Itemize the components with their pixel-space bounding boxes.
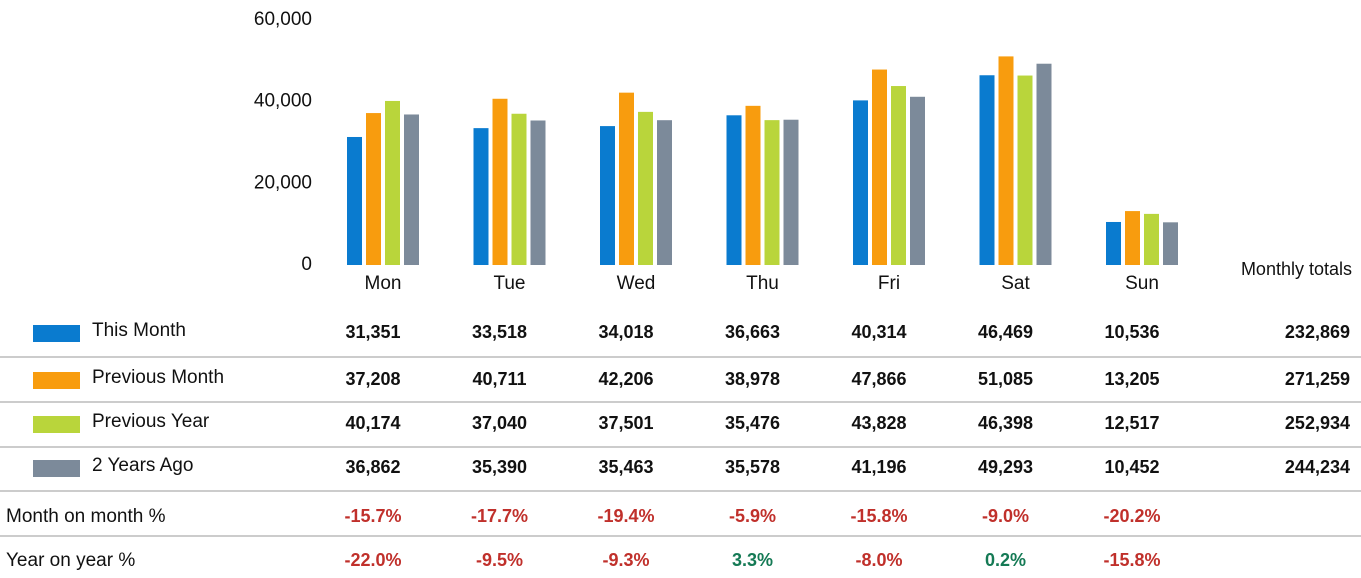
table-value: 34,018	[598, 322, 653, 342]
x-tick-label: Wed	[617, 273, 656, 294]
change-value: -15.7%	[344, 506, 401, 526]
table-value: 10,452	[1104, 457, 1159, 477]
table-value: 46,469	[978, 322, 1033, 342]
table-value: 36,862	[345, 457, 400, 477]
bar	[619, 92, 634, 265]
legend-label: Previous Month	[92, 367, 224, 388]
change-value: -19.4%	[597, 506, 654, 526]
bar	[473, 128, 489, 265]
bar	[657, 120, 672, 265]
legend-swatch	[33, 372, 80, 389]
bar	[1125, 211, 1140, 265]
table-value: 37,208	[345, 369, 400, 389]
table-value: 33,518	[472, 322, 527, 342]
bar	[404, 114, 419, 265]
bar	[872, 69, 887, 265]
table-value: 36,663	[725, 322, 780, 342]
row-total: 232,869	[1285, 322, 1350, 342]
bar	[1144, 213, 1159, 265]
row-total: 252,934	[1285, 413, 1350, 433]
change-value: -9.5%	[476, 550, 523, 570]
bar	[745, 105, 761, 265]
bar	[910, 96, 925, 266]
row-total: 271,259	[1285, 369, 1350, 389]
bar	[366, 113, 381, 265]
table-value: 35,476	[725, 413, 780, 433]
bar	[1036, 63, 1052, 266]
bar	[891, 86, 906, 265]
table-value: 10,536	[1104, 322, 1159, 342]
change-value: -5.9%	[729, 506, 776, 526]
legend-swatch	[33, 416, 80, 433]
table-value: 47,866	[851, 369, 906, 389]
change-value: 0.2%	[985, 550, 1026, 570]
bar	[638, 111, 653, 266]
change-value: -9.3%	[602, 550, 649, 570]
bar	[1017, 75, 1033, 265]
table-value: 49,293	[978, 457, 1033, 477]
x-tick-label: Mon	[365, 273, 402, 294]
x-tick-label: Thu	[746, 273, 779, 294]
change-row-label: Month on month %	[6, 506, 166, 527]
bar	[385, 100, 400, 265]
change-value: 3.3%	[732, 550, 773, 570]
bar	[1106, 221, 1121, 265]
table-value: 40,711	[472, 369, 526, 389]
bar	[726, 115, 742, 265]
bar	[998, 56, 1014, 265]
bar	[492, 98, 508, 265]
bar	[783, 119, 799, 265]
change-value: -15.8%	[1103, 550, 1160, 570]
table-value: 38,978	[725, 369, 780, 389]
row-total: 244,234	[1285, 457, 1350, 477]
bar	[511, 113, 527, 266]
x-tick-label: Tue	[493, 273, 525, 294]
y-tick-label: 60,000	[254, 9, 312, 30]
x-tick-label: Fri	[878, 273, 900, 294]
bar	[979, 75, 995, 265]
table-value: 35,578	[725, 457, 780, 477]
table-value: 35,463	[598, 457, 653, 477]
change-value: -20.2%	[1103, 506, 1160, 526]
table-value: 37,040	[472, 413, 527, 433]
legend-label: Previous Year	[92, 411, 210, 432]
y-tick-label: 20,000	[254, 172, 312, 193]
table-value: 46,398	[978, 413, 1033, 433]
bar	[764, 120, 780, 265]
change-value: -9.0%	[982, 506, 1029, 526]
x-tick-label: Sat	[1001, 273, 1030, 294]
change-row-label: Year on year %	[6, 550, 135, 571]
table-value: 41,196	[851, 457, 906, 477]
table-value: 42,206	[598, 369, 653, 389]
bar	[1163, 222, 1178, 265]
totals-header: Monthly totals	[1240, 259, 1352, 279]
table-value: 37,501	[598, 413, 653, 433]
table-value: 51,085	[978, 369, 1033, 389]
table-value: 13,205	[1104, 369, 1159, 389]
bar	[600, 126, 615, 265]
table-value: 35,390	[472, 457, 527, 477]
legend-label: 2 Years Ago	[92, 455, 193, 476]
table-value: 43,828	[851, 413, 906, 433]
change-value: -17.7%	[471, 506, 528, 526]
legend-swatch	[33, 325, 80, 342]
table-value: 12,517	[1104, 413, 1159, 433]
table-value: 40,174	[345, 413, 400, 433]
table-value: 31,351	[345, 322, 400, 342]
bar	[530, 120, 546, 265]
legend-label: This Month	[92, 320, 186, 341]
legend-swatch	[33, 460, 80, 477]
bar	[347, 136, 362, 265]
change-value: -22.0%	[344, 550, 401, 570]
table-value: 40,314	[851, 322, 906, 342]
change-value: -8.0%	[855, 550, 902, 570]
y-tick-label: 0	[301, 254, 312, 275]
x-tick-label: Sun	[1125, 273, 1159, 294]
change-value: -15.8%	[850, 506, 907, 526]
bar	[853, 100, 868, 266]
y-tick-label: 40,000	[254, 91, 312, 112]
